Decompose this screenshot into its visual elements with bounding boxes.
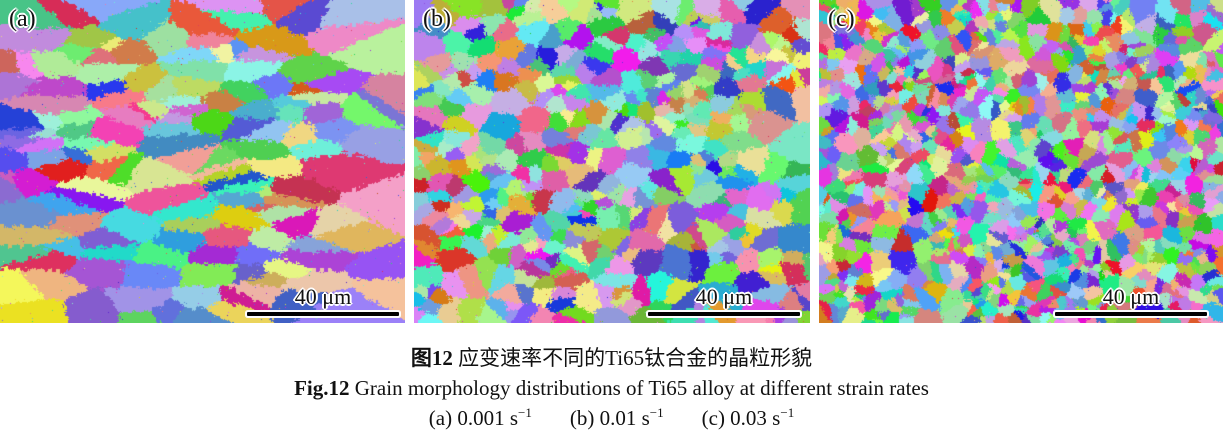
caption-cn-number: 图12 [410,346,453,370]
scalebar-c-label: 40 μm [1102,284,1160,309]
subcaption: (a) 0.001 s−1 (b) 0.01 s−1 (c) 0.03 s−1 [0,403,1223,433]
grain-map-a [0,0,405,323]
caption-en: Fig.12 Grain morphology distributions of… [0,373,1223,403]
subcaption-c-exponent: −1 [780,405,795,420]
subcaption-c: (c) 0.03 s−1 [701,405,795,430]
caption-en-number: Fig.12 [294,376,350,400]
panel-a: (a) 40 μm [0,0,405,323]
panel-c: (c) 40 μm [819,0,1223,323]
scalebar-c-line [1055,312,1207,316]
panel-a-label: (a) [9,6,36,32]
subcaption-b: (b) 0.01 s−1 [569,405,664,430]
subcaption-a: (a) 0.001 s−1 [428,405,532,430]
panel-b-label: (b) [423,6,451,32]
subcaption-b-exponent: −1 [649,405,664,420]
caption-cn-text: 应变速率不同的Ti65钛合金的晶粒形貌 [452,346,813,370]
subcaption-a-exponent: −1 [518,405,532,420]
scalebar-a: 40 μm [247,286,399,316]
scalebar-c: 40 μm [1055,286,1207,316]
scalebar-b-line [648,312,800,316]
caption-block: 图12 应变速率不同的Ti65钛合金的晶粒形貌 Fig.12 Grain mor… [0,323,1223,433]
panel-b: (b) 40 μm [414,0,810,323]
grain-map-b [414,0,810,323]
scalebar-b-label: 40 μm [695,284,753,309]
caption-cn: 图12 应变速率不同的Ti65钛合金的晶粒形貌 [0,343,1223,373]
scalebar-b: 40 μm [648,286,800,316]
panel-c-label: (c) [828,6,855,32]
caption-en-text: Grain morphology distributions of Ti65 a… [349,376,929,400]
scalebar-a-line [247,312,399,316]
grain-map-c [819,0,1223,323]
panel-row: (a) 40 μm (b) 40 μm (c) 40 μm [0,0,1223,323]
scalebar-a-label: 40 μm [294,284,352,309]
